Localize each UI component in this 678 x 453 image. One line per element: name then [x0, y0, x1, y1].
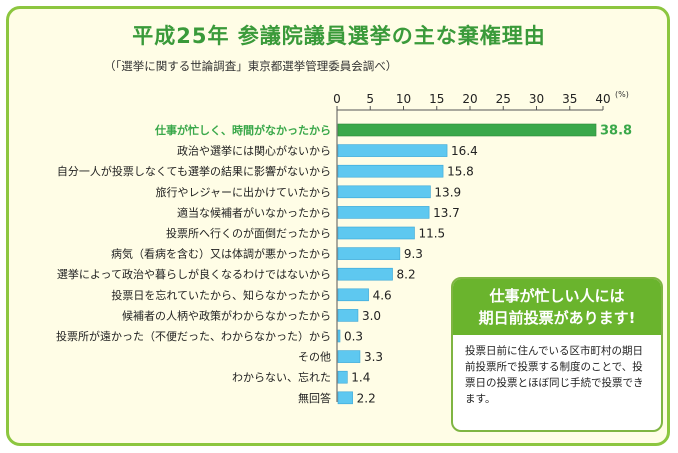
- category-label: 適当な候補者がいなかったから: [177, 205, 331, 219]
- x-tick-label: 40: [595, 92, 610, 106]
- value-label: 13.7: [433, 206, 460, 220]
- category-label: 候補者の人柄や政策がわからなかったから: [122, 308, 331, 322]
- category-label: 選挙によって政治や暮らしが良くなるわけではないから: [57, 267, 331, 281]
- bar: [337, 309, 359, 322]
- x-tick-label: 0: [333, 92, 341, 106]
- value-label: 3.0: [362, 309, 381, 323]
- x-tick-label: 20: [462, 92, 477, 106]
- bar: [337, 226, 415, 240]
- x-axis-unit: (%): [615, 90, 629, 99]
- value-label: 11.5: [418, 227, 445, 241]
- bar: [337, 247, 401, 260]
- value-label: 0.3: [344, 330, 363, 344]
- bar: [337, 144, 448, 157]
- x-tick-label: 15: [429, 92, 444, 106]
- callout-body: 投票日前に住んでいる区市町村の期日前投票所で投票する制度のことで、投票日の投票と…: [465, 345, 644, 405]
- value-label: 3.3: [364, 350, 383, 364]
- bar: [337, 350, 361, 363]
- bar: [337, 288, 369, 302]
- category-label: 投票所へ行くのが面倒だったから: [166, 226, 331, 240]
- bar: [337, 370, 348, 384]
- category-label: 病気（看病を含む）又は体調が悪かったから: [111, 247, 331, 261]
- x-tick-label: 35: [562, 92, 577, 106]
- x-tick-label: 30: [529, 92, 544, 106]
- value-label: 9.3: [404, 247, 423, 261]
- x-tick-label: 25: [496, 92, 511, 106]
- chart-subtitle: （「選挙に関する世論調査」東京都選挙管理委員会調べ）: [104, 59, 398, 73]
- bar: [337, 123, 597, 137]
- bar: [337, 164, 444, 178]
- bar: [337, 391, 353, 405]
- value-label: 4.6: [373, 288, 392, 302]
- chart-title: 平成25年 参議院議員選挙の主な棄権理由: [132, 24, 546, 48]
- x-tick-label: 10: [396, 92, 411, 106]
- early-voting-callout: 仕事が忙しい人には 期日前投票があります! 投票日前に住んでいる区市町村の期日前…: [451, 277, 663, 432]
- category-label: 無回答: [298, 391, 331, 405]
- callout-heading-line2: 期日前投票があります!: [478, 309, 636, 327]
- value-label: 2.2: [357, 391, 376, 405]
- bar: [337, 267, 393, 281]
- category-label: 旅行やレジャーに出かけていたから: [156, 185, 331, 199]
- value-label: 8.2: [397, 268, 416, 282]
- bar: [337, 329, 341, 343]
- bar: [337, 206, 430, 219]
- value-label: 1.4: [351, 371, 370, 385]
- value-label: 15.8: [447, 165, 474, 179]
- category-label: わからない、忘れた: [232, 370, 331, 384]
- callout-heading-line1: 仕事が忙しい人には: [489, 287, 625, 305]
- bar: [337, 185, 431, 199]
- category-label: 投票日を忘れていたから、知らなかったから: [111, 288, 331, 302]
- category-label: その他: [298, 351, 331, 364]
- category-label: 仕事が忙しく、時間がなかったから: [154, 123, 331, 137]
- value-label: 38.8: [600, 124, 632, 139]
- category-label: 自分一人が投票しなくても選挙の結果に影響がないから: [57, 164, 331, 178]
- value-label: 13.9: [434, 185, 461, 199]
- callout-heading: 仕事が忙しい人には 期日前投票があります!: [453, 279, 661, 335]
- value-label: 16.4: [451, 144, 478, 158]
- category-label: 投票所が遠かった（不便だった、わからなかった）から: [56, 329, 331, 343]
- category-label: 政治や選挙には関心がないから: [177, 144, 331, 158]
- x-tick-label: 5: [366, 92, 374, 106]
